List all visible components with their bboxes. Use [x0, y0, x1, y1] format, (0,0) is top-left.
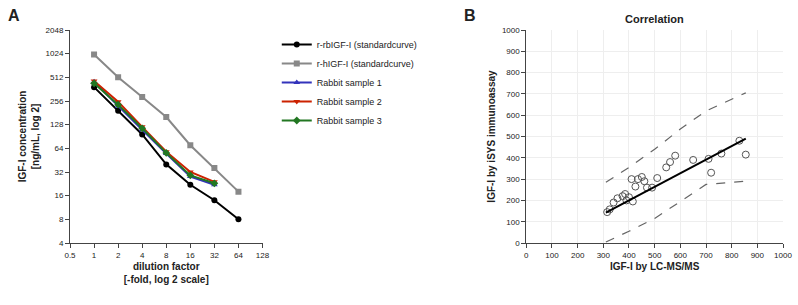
svg-text:900: 900 [751, 251, 765, 260]
svg-text:Rabbit sample 3: Rabbit sample 3 [317, 116, 382, 126]
svg-text:IGF-I by LC-MS/MS: IGF-I by LC-MS/MS [610, 261, 700, 272]
svg-text:Rabbit sample 2: Rabbit sample 2 [317, 97, 382, 107]
svg-text:128: 128 [256, 251, 270, 260]
svg-text:8: 8 [59, 215, 64, 224]
svg-text:16: 16 [54, 191, 63, 200]
svg-text:200: 200 [571, 251, 585, 260]
svg-text:900: 900 [506, 47, 520, 56]
svg-text:1024: 1024 [46, 49, 64, 58]
svg-text:500: 500 [506, 132, 520, 141]
svg-text:300: 300 [597, 251, 611, 260]
svg-text:64: 64 [54, 144, 63, 153]
svg-text:IGF-I concentration[ng/mL, log: IGF-I concentration[ng/mL, log 2] [17, 91, 41, 183]
svg-text:8: 8 [164, 251, 169, 260]
svg-text:500: 500 [648, 251, 662, 260]
svg-text:Correlation: Correlation [625, 13, 684, 25]
svg-text:2048: 2048 [46, 26, 64, 35]
svg-text:16: 16 [186, 251, 195, 260]
svg-text:Rabbit sample 1: Rabbit sample 1 [317, 78, 382, 88]
svg-text:0: 0 [524, 251, 529, 260]
svg-text:r-rbIGF-I (standardcurve): r-rbIGF-I (standardcurve) [317, 40, 417, 50]
svg-text:600: 600 [506, 111, 520, 120]
svg-text:dilution factor[-fold, log 2 s: dilution factor[-fold, log 2 scale] [124, 261, 209, 285]
svg-text:512: 512 [50, 73, 64, 82]
svg-text:32: 32 [210, 251, 219, 260]
svg-text:A: A [8, 7, 20, 24]
svg-text:IGF-I by iSYS immunoassay: IGF-I by iSYS immunoassay [486, 70, 497, 203]
svg-text:B: B [464, 7, 476, 24]
svg-text:100: 100 [506, 218, 520, 227]
svg-text:1: 1 [92, 251, 97, 260]
svg-text:400: 400 [622, 251, 636, 260]
svg-text:600: 600 [674, 251, 688, 260]
svg-text:200: 200 [506, 196, 520, 205]
svg-text:700: 700 [506, 90, 520, 99]
svg-text:4: 4 [59, 239, 64, 248]
svg-text:1000: 1000 [502, 26, 520, 35]
svg-text:128: 128 [50, 120, 64, 129]
svg-text:32: 32 [54, 168, 63, 177]
svg-text:0.5: 0.5 [64, 251, 76, 260]
svg-text:100: 100 [545, 251, 559, 260]
svg-text:700: 700 [699, 251, 713, 260]
svg-text:4: 4 [140, 251, 145, 260]
svg-text:2: 2 [116, 251, 121, 260]
svg-text:300: 300 [506, 175, 520, 184]
svg-text:64: 64 [234, 251, 243, 260]
svg-text:256: 256 [50, 97, 64, 106]
svg-text:r-hIGF-I (standardcurve): r-hIGF-I (standardcurve) [317, 59, 414, 69]
svg-text:800: 800 [506, 68, 520, 77]
svg-text:0: 0 [515, 239, 520, 248]
svg-text:400: 400 [506, 154, 520, 163]
svg-text:800: 800 [725, 251, 739, 260]
svg-text:1000: 1000 [774, 251, 792, 260]
